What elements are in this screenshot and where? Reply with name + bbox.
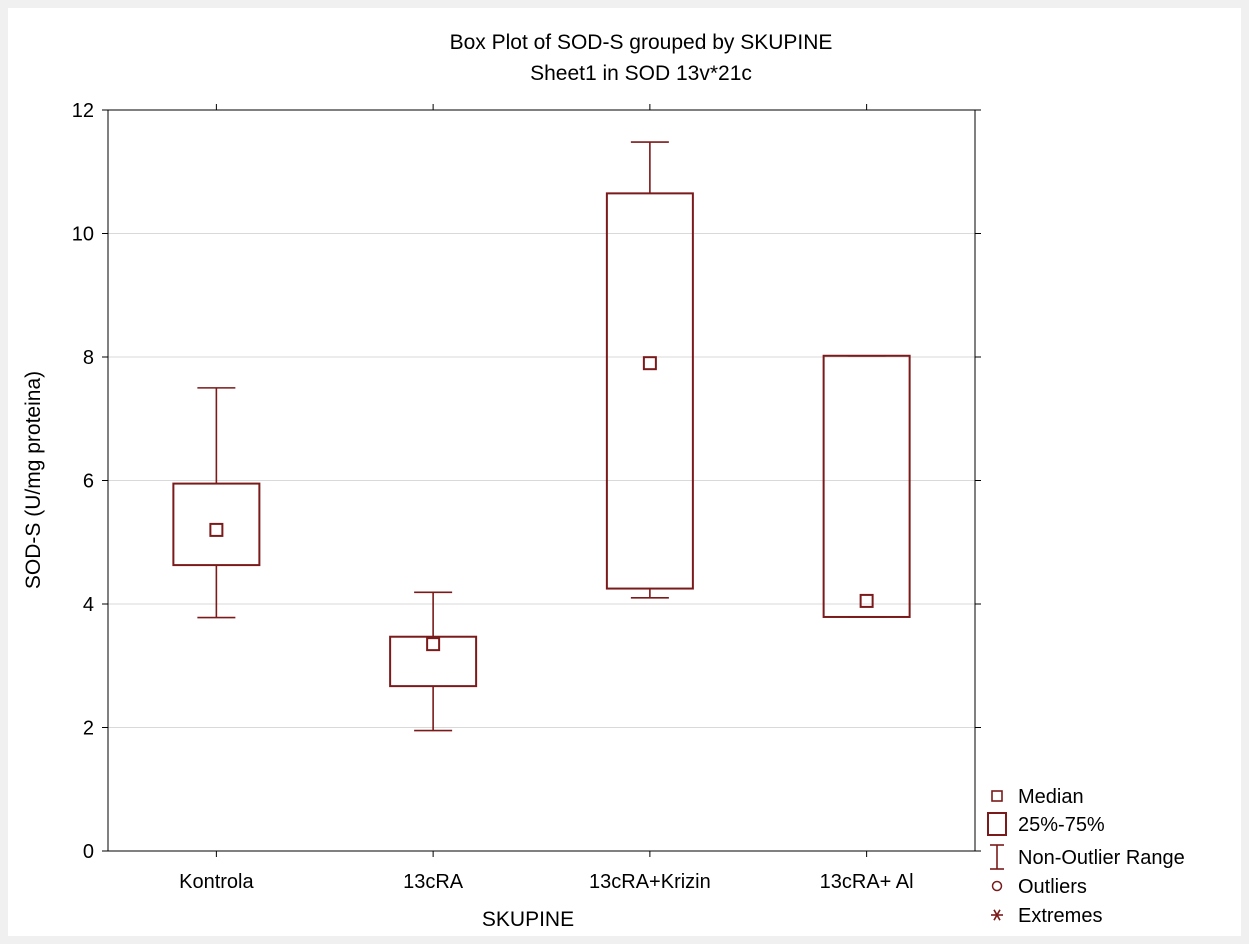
legend-label: 25%-75% [1018, 814, 1105, 836]
y-tick-label: 12 [72, 100, 94, 122]
median-marker [209, 522, 224, 537]
chart-subtitle: Sheet1 in SOD 13v*21c [530, 62, 752, 85]
legend-item: 25%-75% [987, 812, 1105, 836]
chart-background [8, 8, 1241, 936]
legend-extreme-stroke [993, 909, 1001, 921]
y-tick-label: 4 [83, 594, 94, 616]
chart-title: Box Plot of SOD-S grouped by SKUPINE [450, 31, 833, 54]
x-tick-label: Kontrola [179, 871, 254, 893]
legend-box-icon [987, 812, 1007, 836]
legend: Median 25%-75% Non-Outlier Range Outliers Ex… [987, 786, 1185, 927]
legend-label: Non-Outlier Range [1018, 847, 1185, 869]
box-group [605, 141, 694, 599]
boxes-layer [172, 141, 911, 732]
y-tick-label: 8 [83, 347, 94, 369]
y-tick-label: 0 [83, 841, 94, 863]
iqr-box [389, 635, 478, 688]
box-group [822, 354, 911, 618]
x-tick-label: 13cRA [403, 871, 464, 893]
median-marker [642, 356, 657, 371]
legend-outlier-icon [991, 880, 1003, 892]
y-tick-label: 2 [83, 718, 94, 740]
legend-whisker-icon [990, 844, 1004, 870]
legend-item: Extremes [991, 905, 1102, 927]
y-axis-label: SOD-S (U/mg proteina) [22, 371, 45, 589]
legend-item: Median [991, 786, 1084, 808]
grid-lines [108, 233, 975, 728]
iqr-box [172, 482, 261, 567]
legend-item: Non-Outlier Range [990, 844, 1185, 870]
legend-label: Outliers [1018, 876, 1087, 898]
box-group [389, 591, 478, 732]
legend-median-icon [991, 790, 1003, 802]
x-axis-label: SKUPINE [482, 908, 574, 931]
iqr-box [605, 192, 694, 590]
y-tick-label: 10 [72, 224, 94, 246]
median-marker [859, 593, 874, 608]
x-axis-ticks: Kontrola 13cRA 13cRA+Krizin 13cRA+ Al [179, 104, 914, 893]
iqr-box [822, 354, 911, 618]
x-tick-label: 13cRA+ Al [820, 871, 914, 893]
y-tick-label: 6 [83, 471, 94, 493]
box-group [172, 387, 261, 619]
legend-label: Extremes [1018, 905, 1102, 927]
median-marker [426, 637, 441, 652]
legend-item: Outliers [991, 876, 1087, 898]
y-axis-ticks: 0 2 4 6 8 10 12 [72, 100, 981, 863]
legend-label: Median [1018, 786, 1084, 808]
x-tick-label: 13cRA+Krizin [589, 871, 711, 893]
legend-extreme-icon [991, 909, 1003, 921]
